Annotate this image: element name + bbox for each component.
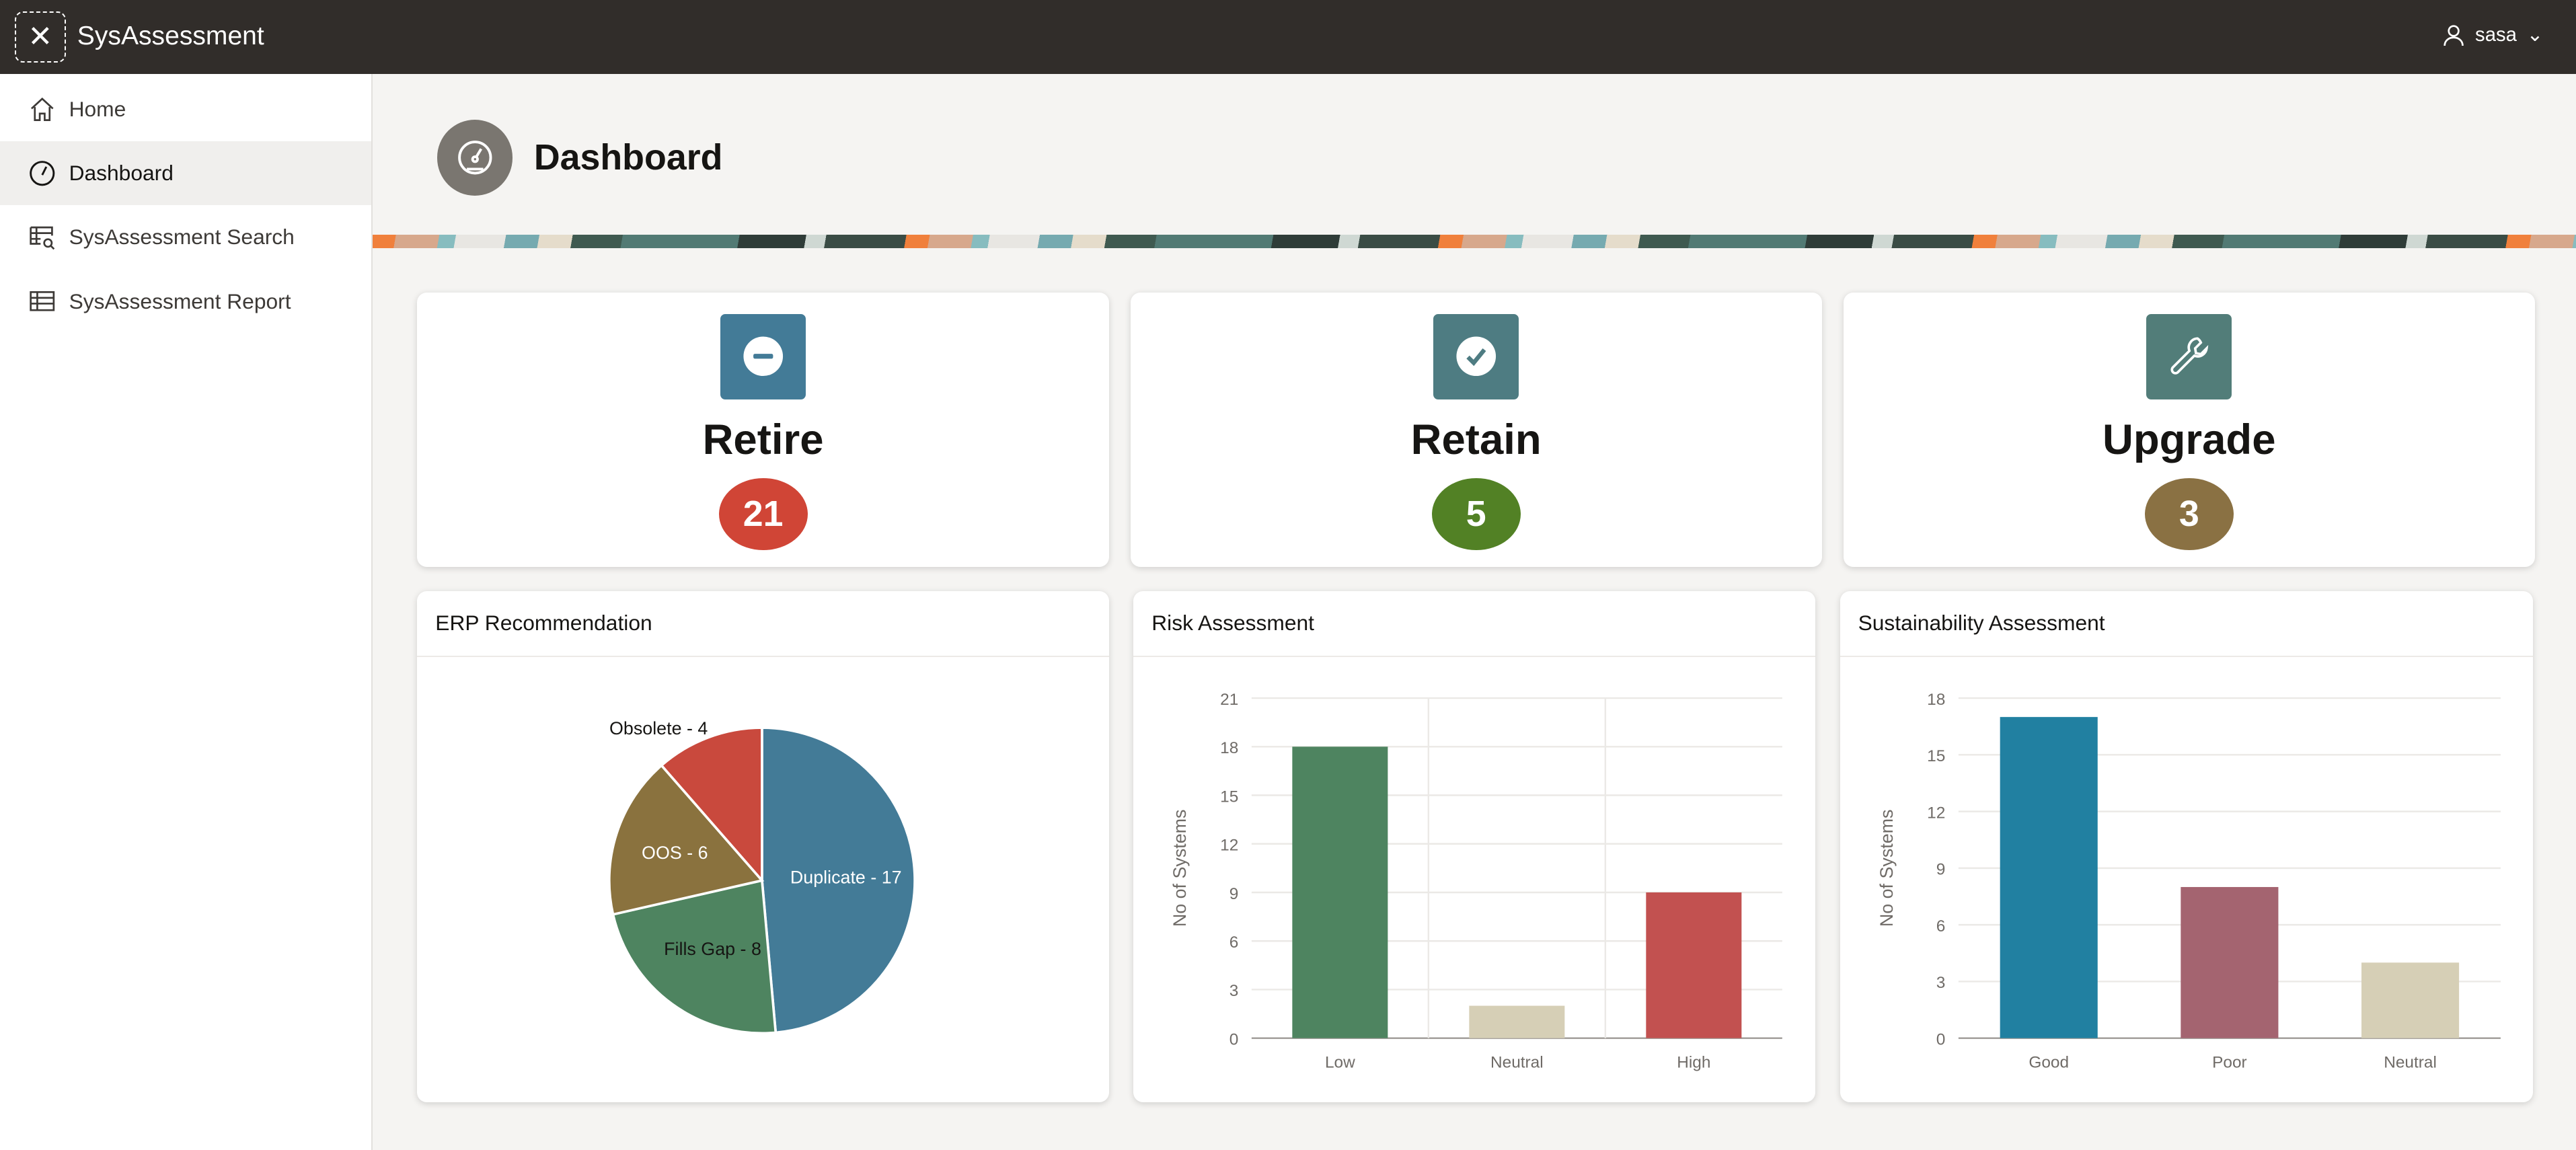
bar bbox=[1292, 746, 1388, 1038]
pie-label: Obsolete - 4 bbox=[609, 718, 708, 738]
minus-circle-icon bbox=[743, 336, 783, 377]
pie-label: Fills Gap - 8 bbox=[665, 939, 762, 959]
check-circle-icon bbox=[1456, 336, 1496, 377]
kpi-count-badge: 5 bbox=[1431, 477, 1521, 551]
y-tick-label: 15 bbox=[1927, 747, 1945, 765]
sidebar: Home Dashboard SysAssessment Search SysA… bbox=[0, 73, 373, 1150]
pie-slice bbox=[660, 726, 764, 884]
y-tick-label: 3 bbox=[1229, 982, 1239, 1000]
x-tick-label: Low bbox=[1325, 1053, 1355, 1071]
sidebar-item-sysassessment-report[interactable]: SysAssessment Report bbox=[0, 270, 371, 334]
kpi-icon-box bbox=[1433, 313, 1519, 399]
kpi-label: Upgrade bbox=[2102, 416, 2276, 463]
y-tick-label: 6 bbox=[1229, 933, 1239, 952]
y-axis-label: No of Systems bbox=[1877, 809, 1897, 927]
kpi-card-retire: Retire 21 bbox=[417, 292, 1109, 567]
y-tick-label: 15 bbox=[1221, 788, 1239, 806]
wrench-icon bbox=[2170, 337, 2208, 375]
y-tick-label: 18 bbox=[1221, 739, 1239, 757]
pie-slice bbox=[611, 878, 778, 1034]
y-tick-label: 3 bbox=[1936, 974, 1945, 992]
user-menu[interactable]: sasa ⌄ bbox=[2442, 23, 2543, 46]
close-nav-button[interactable]: ✕ bbox=[14, 11, 66, 63]
kpi-card-retain: Retain 5 bbox=[1130, 292, 1822, 567]
x-tick-label: Neutral bbox=[2384, 1053, 2437, 1071]
bar bbox=[2361, 962, 2459, 1038]
pie-slice bbox=[761, 726, 917, 1034]
kpi-icon-box bbox=[720, 313, 806, 399]
decorative-banner bbox=[373, 235, 2576, 248]
sidebar-item-sysassessment-search[interactable]: SysAssessment Search bbox=[0, 205, 371, 269]
app-title[interactable]: SysAssessment bbox=[77, 21, 264, 50]
sidebar-item-label: Home bbox=[69, 96, 126, 121]
pie-slice bbox=[608, 763, 765, 916]
app-header: ✕ SysAssessment sasa ⌄ bbox=[0, 0, 2576, 74]
page-title: Dashboard bbox=[533, 137, 723, 178]
x-tick-label: Good bbox=[2029, 1053, 2069, 1071]
kpi-card-upgrade: Upgrade 3 bbox=[1843, 292, 2535, 567]
erp-recommendation-card: ERP Recommendation Duplicate - 17 Fills G… bbox=[417, 591, 1109, 1102]
chevron-down-icon: ⌄ bbox=[2526, 24, 2544, 46]
kpi-count-badge: 21 bbox=[718, 477, 808, 551]
risk-assessment-card: Risk Assessment 0 3 6 9 12 15 18 21 Low Neutral Hi… bbox=[1133, 591, 1816, 1102]
kpi-label: Retain bbox=[1410, 416, 1542, 463]
y-tick-label: 0 bbox=[1936, 1030, 1945, 1048]
x-tick-label: Poor bbox=[2212, 1053, 2247, 1071]
dashboard-gauge-icon bbox=[29, 161, 54, 186]
kpi-label: Retire bbox=[702, 416, 824, 463]
chart-title: Risk Assessment bbox=[1133, 591, 1816, 657]
user-name: sasa bbox=[2475, 23, 2517, 46]
sidebar-item-dashboard[interactable]: Dashboard bbox=[0, 141, 372, 206]
bar bbox=[1469, 1005, 1565, 1038]
y-tick-label: 9 bbox=[1936, 860, 1945, 878]
y-tick-label: 18 bbox=[1927, 690, 1945, 708]
sidebar-item-label: Dashboard bbox=[69, 161, 174, 186]
sidebar-item-home[interactable]: Home bbox=[0, 77, 371, 141]
sidebar-item-label: SysAssessment Search bbox=[69, 225, 295, 250]
y-tick-label: 9 bbox=[1229, 884, 1239, 903]
home-icon bbox=[30, 97, 54, 121]
x-tick-label: High bbox=[1677, 1053, 1711, 1071]
pie-label: OOS - 6 bbox=[642, 842, 708, 862]
bar-chart: 0 3 6 9 12 15 18 Good Poor Neutral No of Systems bbox=[1877, 690, 2501, 1071]
person-icon bbox=[2444, 24, 2464, 46]
pie-chart: Duplicate - 17 Fills Gap - 8 OOS - 6 Obsole… bbox=[608, 718, 917, 1034]
close-icon: ✕ bbox=[28, 20, 53, 54]
page-header: Dashboard bbox=[373, 74, 2576, 235]
dashboard-gauge-icon bbox=[457, 141, 492, 175]
x-tick-label: Neutral bbox=[1490, 1053, 1544, 1071]
y-tick-label: 6 bbox=[1936, 917, 1945, 935]
kpi-count-badge: 3 bbox=[2144, 477, 2234, 551]
chart-title: Sustainability Assessment bbox=[1840, 591, 2534, 657]
y-axis-label: No of Systems bbox=[1170, 809, 1190, 927]
sustainability-assessment-card: Sustainability Assessment 0 3 6 9 12 15 18 Good… bbox=[1840, 591, 2534, 1102]
page-icon bbox=[437, 120, 513, 196]
bar-chart: 0 3 6 9 12 15 18 21 Low Neutral High No of Systems bbox=[1170, 690, 1783, 1071]
chart-title: ERP Recommendation bbox=[417, 591, 1109, 657]
bar bbox=[2000, 716, 2098, 1038]
y-tick-label: 12 bbox=[1221, 836, 1239, 854]
y-tick-label: 12 bbox=[1927, 804, 1945, 822]
y-tick-label: 21 bbox=[1221, 690, 1239, 708]
bar bbox=[2181, 886, 2279, 1038]
table-search-icon bbox=[29, 226, 54, 250]
kpi-icon-box bbox=[2146, 313, 2232, 399]
pie-label: Duplicate - 17 bbox=[790, 867, 902, 887]
y-tick-label: 0 bbox=[1229, 1030, 1239, 1048]
table-icon bbox=[29, 291, 54, 311]
sidebar-item-label: SysAssessment Report bbox=[69, 289, 291, 313]
bar bbox=[1646, 892, 1742, 1038]
